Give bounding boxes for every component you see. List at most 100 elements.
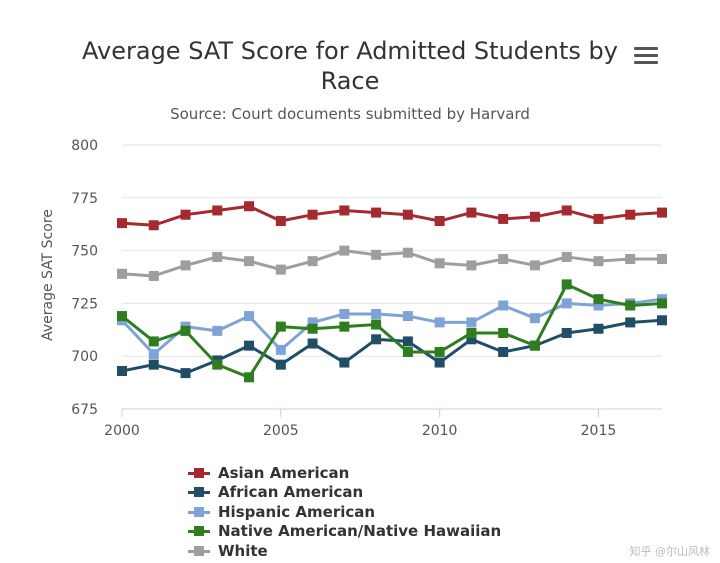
data-point xyxy=(434,346,445,357)
data-point xyxy=(117,268,127,279)
legend-label: Native American/Native Hawaiian xyxy=(218,522,502,541)
data-point xyxy=(402,346,413,357)
data-point xyxy=(180,260,191,271)
data-point xyxy=(307,338,318,349)
chart-legend: Asian American African American Hispanic A… xyxy=(188,463,501,561)
data-point xyxy=(148,270,159,281)
y-tick-label: 675 xyxy=(71,402,98,418)
data-point xyxy=(657,298,667,309)
legend-item[interactable]: White xyxy=(188,541,501,561)
data-point xyxy=(498,254,509,265)
data-point xyxy=(307,323,318,334)
legend-symbol xyxy=(188,525,210,537)
data-point xyxy=(434,317,445,328)
data-point xyxy=(180,368,191,379)
chart-subtitle: Source: Court documents submitted by Har… xyxy=(170,105,530,123)
data-point xyxy=(339,245,350,256)
data-point xyxy=(402,209,413,220)
data-point xyxy=(466,334,477,345)
data-point xyxy=(275,344,286,355)
series-line xyxy=(121,282,663,379)
data-point xyxy=(275,321,286,332)
data-point xyxy=(117,218,127,229)
data-point xyxy=(339,205,350,216)
x-tick-label: 2010 xyxy=(422,423,458,439)
data-point xyxy=(561,251,572,262)
y-tick-label: 725 xyxy=(71,296,98,312)
legend-item[interactable]: Hispanic American xyxy=(188,502,501,522)
chart-title: Average SAT Score for Admitted Students … xyxy=(82,37,618,95)
data-point xyxy=(339,308,350,319)
data-point xyxy=(434,216,445,227)
data-point xyxy=(402,311,413,322)
x-tick-label: 2000 xyxy=(104,423,140,439)
data-point xyxy=(371,334,382,345)
data-point xyxy=(466,327,477,338)
data-point xyxy=(148,336,159,347)
data-point xyxy=(275,216,286,227)
data-point xyxy=(307,209,318,220)
y-tick-label: 750 xyxy=(71,244,98,260)
data-point xyxy=(466,207,477,218)
x-tick-label: 2015 xyxy=(581,423,617,439)
data-point xyxy=(529,340,540,351)
data-point xyxy=(625,300,636,311)
data-point xyxy=(148,359,159,370)
data-point xyxy=(498,346,509,357)
data-point xyxy=(339,321,350,332)
legend-label: Asian American xyxy=(218,463,350,482)
data-point xyxy=(593,213,604,224)
data-point xyxy=(561,327,572,338)
data-point xyxy=(498,327,509,338)
legend-label: Hispanic American xyxy=(218,502,376,521)
watermark: 知乎 @尔山风林 xyxy=(629,545,711,558)
data-point xyxy=(244,372,255,383)
data-point xyxy=(402,247,413,258)
data-point xyxy=(339,357,350,368)
legend-label: African American xyxy=(218,483,364,502)
data-point xyxy=(593,300,604,311)
data-point xyxy=(212,251,223,262)
data-point xyxy=(275,359,286,370)
data-point xyxy=(371,207,382,218)
series-line xyxy=(121,249,662,278)
data-point xyxy=(371,308,382,319)
data-point xyxy=(625,209,636,220)
legend-symbol xyxy=(188,545,210,557)
data-point xyxy=(529,211,540,222)
data-point xyxy=(625,254,636,265)
data-point xyxy=(117,365,127,376)
legend-item[interactable]: African American xyxy=(188,483,501,503)
data-point xyxy=(593,294,604,305)
series-line xyxy=(121,318,663,375)
data-point xyxy=(371,319,382,330)
legend-item[interactable]: Native American/Native Hawaiian xyxy=(188,522,501,542)
data-point xyxy=(625,317,636,328)
data-point xyxy=(561,205,572,216)
data-point xyxy=(244,256,255,267)
data-point xyxy=(657,207,667,218)
hamburger-menu-icon[interactable] xyxy=(634,47,658,67)
data-point xyxy=(657,315,667,326)
data-point xyxy=(180,325,191,336)
data-point xyxy=(212,205,223,216)
data-point xyxy=(434,357,445,368)
data-point xyxy=(275,264,286,275)
data-point xyxy=(466,317,477,328)
series-line xyxy=(120,297,663,356)
data-point xyxy=(212,325,223,336)
data-point xyxy=(498,300,509,311)
data-point xyxy=(529,260,540,271)
data-point xyxy=(434,258,445,269)
y-tick-label: 700 xyxy=(71,349,98,365)
data-point xyxy=(529,313,540,324)
data-point xyxy=(657,254,667,265)
data-point xyxy=(593,256,604,267)
data-point xyxy=(593,323,604,334)
data-point xyxy=(244,201,255,212)
y-tick-label: 800 xyxy=(71,138,98,154)
data-point xyxy=(180,209,191,220)
legend-item[interactable]: Asian American xyxy=(188,463,501,483)
data-point xyxy=(561,298,572,309)
